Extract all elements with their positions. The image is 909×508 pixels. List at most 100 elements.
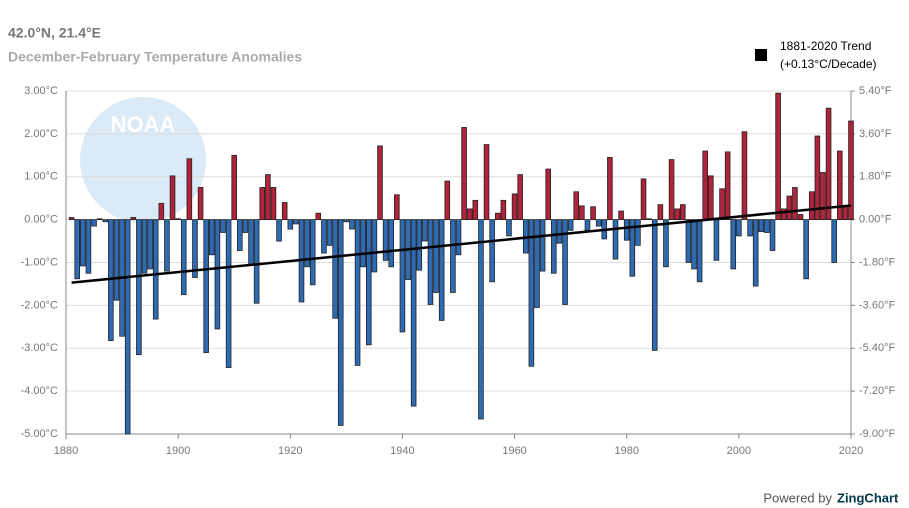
legend-label: 1881-2020 Trend [780,39,871,53]
bar [719,188,725,221]
bar [646,218,652,221]
bar [567,219,574,231]
y-tick-label: -1.00°C [21,256,58,268]
footer-prefix: Powered by [763,490,832,505]
bar [180,219,187,296]
bar [808,191,815,221]
bar [366,219,372,346]
bar [461,127,467,221]
bar [511,193,518,221]
bar [640,178,647,221]
bar [623,219,630,241]
bar [500,199,507,221]
y2-tick-label: -1.80°F [859,256,895,268]
y2-tick-label: 0.00°F [859,214,892,226]
bar [169,175,176,221]
bar [708,175,714,221]
x-tick-label: 2020 [839,445,863,457]
bar [422,219,428,242]
x-tick-label: 1880 [54,445,78,457]
bar [786,195,793,221]
bar [752,219,759,287]
y-tick-label: 2.00°C [24,128,58,140]
bar [349,219,355,230]
bar [164,219,170,272]
bar [152,219,159,320]
chart-subtitle: December-February Temperature Anomalies [8,49,302,65]
bar [483,144,490,221]
bar [74,219,80,280]
bar [304,219,310,268]
chart-title: 42.0°N, 21.4°E [8,25,101,41]
bar [130,217,137,221]
bar [848,120,854,221]
bar [220,219,226,233]
bar [237,219,243,251]
bar [136,219,142,356]
y-tick-label: 1.00°C [24,171,58,183]
x-tick-label: 1980 [614,445,638,457]
bar [113,219,120,301]
legend-swatch [755,49,767,61]
y-tick-label: -2.00°C [21,299,58,311]
bar [618,210,624,221]
bar [197,187,204,221]
bar [551,219,557,274]
bar [472,199,479,221]
bar [410,219,417,407]
bar [315,212,322,221]
x-tick-label: 1940 [390,445,414,457]
bar [293,219,299,225]
bar [775,92,781,221]
trend-line [71,204,852,284]
bar [141,219,148,274]
x-tick-label: 1960 [502,445,526,457]
bar [80,219,86,267]
bar [730,219,737,270]
bar [724,151,731,221]
bar [399,219,406,333]
bar [96,218,103,221]
bar [528,219,535,367]
bar [803,219,809,280]
bar [382,219,389,261]
bar [466,208,473,221]
bar [764,219,770,233]
bar [209,219,215,256]
bar [175,218,181,221]
bar [651,219,658,351]
bar [444,180,451,221]
bar [427,219,434,305]
bar [124,219,131,435]
y-tick-label: -4.00°C [21,385,58,397]
bar [242,219,249,233]
bar [562,219,568,305]
bar [68,217,75,221]
bar [668,159,675,221]
y2-tick-label: -3.60°F [859,299,895,311]
bar [663,219,669,268]
bar [332,219,338,319]
bar [825,107,832,221]
bar [158,202,165,221]
bar [680,204,686,221]
bar [248,219,254,266]
bar [657,204,664,221]
y2-tick-label: -7.20°F [859,385,895,397]
bar [326,219,333,246]
bar [287,219,294,230]
bar [192,219,198,278]
bar [635,219,641,246]
bar [337,219,344,426]
bar [797,214,804,221]
y-tick-label: -3.00°C [21,342,58,354]
y-tick-label: -5.00°C [21,428,58,440]
bar [265,174,271,221]
bar [702,150,708,221]
bar [102,219,109,223]
bar [769,219,776,251]
x-tick-label: 1920 [278,445,302,457]
bar [691,219,697,270]
y-tick-label: 0.00°C [24,214,58,226]
legend-note: (+0.13°C/Decade) [780,57,877,71]
